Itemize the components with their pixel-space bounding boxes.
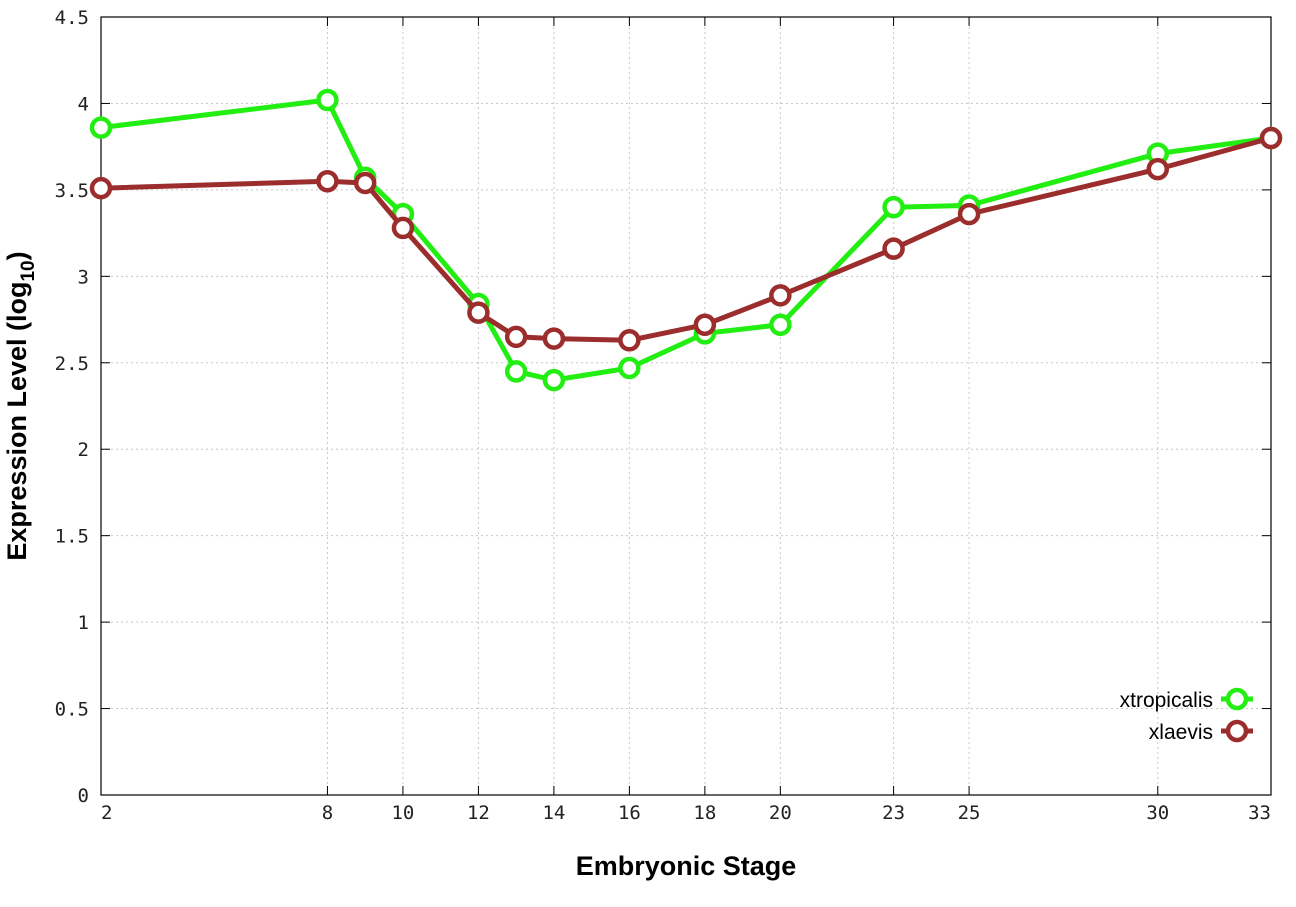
y-tick-label: 3.5 xyxy=(55,180,89,202)
legend-entry-xlaevis: xlaevis xyxy=(1149,719,1253,744)
data-point-xlaevis xyxy=(1259,126,1283,150)
x-tick-label: 33 xyxy=(1248,802,1271,824)
x-tick-label: 18 xyxy=(693,802,716,824)
legend: xtropicalis xlaevis xyxy=(1120,687,1253,744)
y-axis-title-main: Expression Level (log xyxy=(2,282,32,561)
data-point-xlaevis xyxy=(316,169,339,193)
y-tick-label: 0 xyxy=(78,785,89,807)
x-tick-label: 23 xyxy=(882,802,905,824)
data-point-xlaevis xyxy=(693,313,717,336)
plot-frame xyxy=(100,16,1272,796)
x-tick-label: 30 xyxy=(1146,802,1169,824)
data-point-xtropicalis xyxy=(316,88,339,112)
legend-marker-swatch xyxy=(1225,687,1249,711)
data-point-xlaevis xyxy=(769,284,792,307)
data-point-xlaevis xyxy=(957,202,981,226)
x-tick-label: 16 xyxy=(618,802,641,824)
x-tick-label: 2 xyxy=(101,802,112,824)
data-point-xlaevis xyxy=(618,329,641,352)
legend-label: xtropicalis xyxy=(1120,689,1213,712)
data-point-xlaevis xyxy=(504,325,528,349)
axis-ticks: 0 0.5 1 1.5 2 2.5 3 3.5 4 4.5 2 8 10 12 14 16 18 20 23 25 30… xyxy=(55,7,1272,824)
legend-label: xlaevis xyxy=(1149,721,1213,744)
series-xtropicalis xyxy=(89,88,1283,392)
y-tick-label: 2 xyxy=(78,439,89,461)
data-point-xtropicalis xyxy=(769,313,792,336)
data-point-xlaevis xyxy=(542,327,566,350)
x-axis-title: Embryonic Stage xyxy=(576,851,797,881)
x-tick-label: 14 xyxy=(542,802,565,824)
y-tick-label: 1 xyxy=(78,612,89,634)
data-point-xlaevis xyxy=(391,216,415,240)
x-tick-label: 8 xyxy=(322,802,333,824)
legend-marker-swatch xyxy=(1225,719,1249,743)
series-xlaevis xyxy=(89,126,1283,352)
y-tick-label: 2.5 xyxy=(55,353,89,375)
data-point-xlaevis xyxy=(467,301,490,324)
series-lines xyxy=(89,88,1283,392)
legend-entry-xtropicalis: xtropicalis xyxy=(1120,687,1253,712)
y-axis-title: Expression Level (log10) xyxy=(2,251,39,560)
data-point-xtropicalis xyxy=(882,195,905,219)
y-tick-label: 3 xyxy=(78,266,89,288)
data-point-xtropicalis xyxy=(542,368,566,392)
data-point-xtropicalis xyxy=(504,360,528,383)
y-axis-title-subscript: 10 xyxy=(18,260,39,281)
series-line-xtropicalis xyxy=(100,97,1272,383)
y-axis-title-close: ) xyxy=(2,251,32,260)
x-tick-label: 20 xyxy=(769,802,792,824)
data-point-xlaevis xyxy=(89,176,113,200)
y-tick-label: 1.5 xyxy=(55,526,89,548)
x-tick-label: 25 xyxy=(958,802,981,824)
grid-lines xyxy=(101,17,1271,795)
data-point-xlaevis xyxy=(353,171,377,195)
y-tick-label: 4.5 xyxy=(55,7,89,29)
data-point-xtropicalis xyxy=(618,356,641,380)
data-point-xlaevis xyxy=(1146,157,1170,181)
x-tick-label: 12 xyxy=(467,802,490,824)
y-tick-label: 4 xyxy=(78,93,89,115)
data-point-xtropicalis xyxy=(89,116,113,139)
data-point-xlaevis xyxy=(882,237,905,260)
x-tick-label: 10 xyxy=(391,802,414,824)
y-tick-label: 0.5 xyxy=(55,699,89,721)
